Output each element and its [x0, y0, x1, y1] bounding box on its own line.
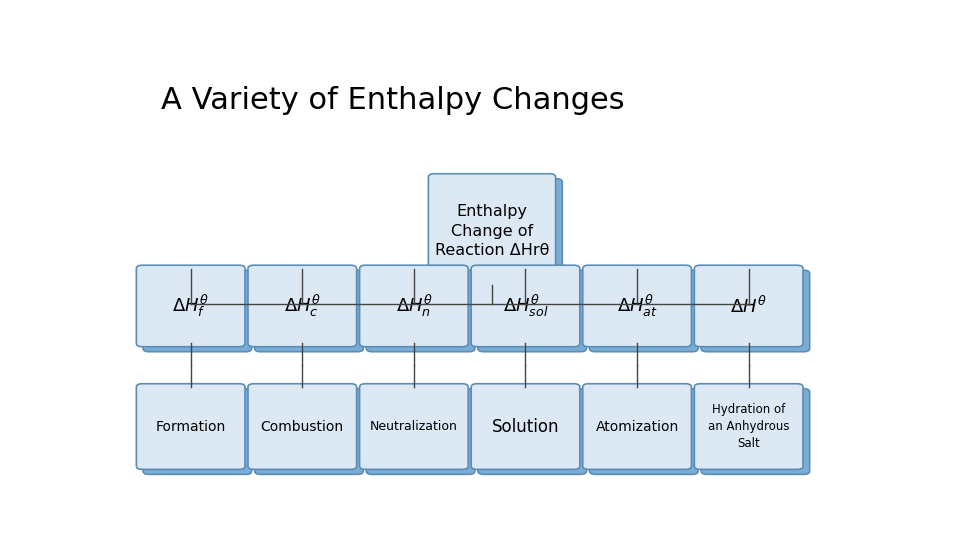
FancyBboxPatch shape — [583, 265, 691, 347]
FancyBboxPatch shape — [471, 265, 580, 347]
Text: $\Delta H_{n}^{\theta}$: $\Delta H_{n}^{\theta}$ — [396, 293, 432, 319]
FancyBboxPatch shape — [136, 384, 245, 469]
FancyBboxPatch shape — [360, 265, 468, 347]
FancyBboxPatch shape — [254, 389, 363, 474]
FancyBboxPatch shape — [478, 389, 587, 474]
FancyBboxPatch shape — [254, 270, 363, 352]
FancyBboxPatch shape — [701, 389, 809, 474]
FancyBboxPatch shape — [367, 270, 475, 352]
FancyBboxPatch shape — [694, 265, 803, 347]
FancyBboxPatch shape — [589, 389, 698, 474]
FancyBboxPatch shape — [136, 265, 245, 347]
FancyBboxPatch shape — [701, 270, 809, 352]
FancyBboxPatch shape — [694, 384, 803, 469]
Text: Enthalpy
Change of
Reaction ΔHrθ: Enthalpy Change of Reaction ΔHrθ — [435, 204, 549, 259]
Text: $\Delta H_{f}^{\theta}$: $\Delta H_{f}^{\theta}$ — [173, 293, 209, 319]
Text: A Variety of Enthalpy Changes: A Variety of Enthalpy Changes — [161, 85, 625, 114]
FancyBboxPatch shape — [471, 384, 580, 469]
Text: $\Delta H^{\theta}$: $\Delta H^{\theta}$ — [731, 295, 767, 316]
FancyBboxPatch shape — [367, 389, 475, 474]
Text: $\Delta H_{at}^{\theta}$: $\Delta H_{at}^{\theta}$ — [616, 293, 658, 319]
FancyBboxPatch shape — [435, 179, 563, 294]
FancyBboxPatch shape — [248, 384, 356, 469]
FancyBboxPatch shape — [428, 174, 556, 288]
Text: Solution: Solution — [492, 417, 560, 436]
Text: $\Delta H_{c}^{\theta}$: $\Delta H_{c}^{\theta}$ — [284, 293, 321, 319]
Text: $\Delta H_{sol}^{\theta}$: $\Delta H_{sol}^{\theta}$ — [503, 293, 548, 319]
Text: Hydration of
an Anhydrous
Salt: Hydration of an Anhydrous Salt — [708, 403, 789, 450]
FancyBboxPatch shape — [143, 389, 252, 474]
FancyBboxPatch shape — [248, 265, 356, 347]
Text: Neutralization: Neutralization — [370, 420, 458, 433]
FancyBboxPatch shape — [583, 384, 691, 469]
Text: Combustion: Combustion — [261, 420, 344, 434]
FancyBboxPatch shape — [360, 384, 468, 469]
FancyBboxPatch shape — [143, 270, 252, 352]
FancyBboxPatch shape — [478, 270, 587, 352]
Text: Formation: Formation — [156, 420, 226, 434]
Text: Atomization: Atomization — [595, 420, 679, 434]
FancyBboxPatch shape — [589, 270, 698, 352]
